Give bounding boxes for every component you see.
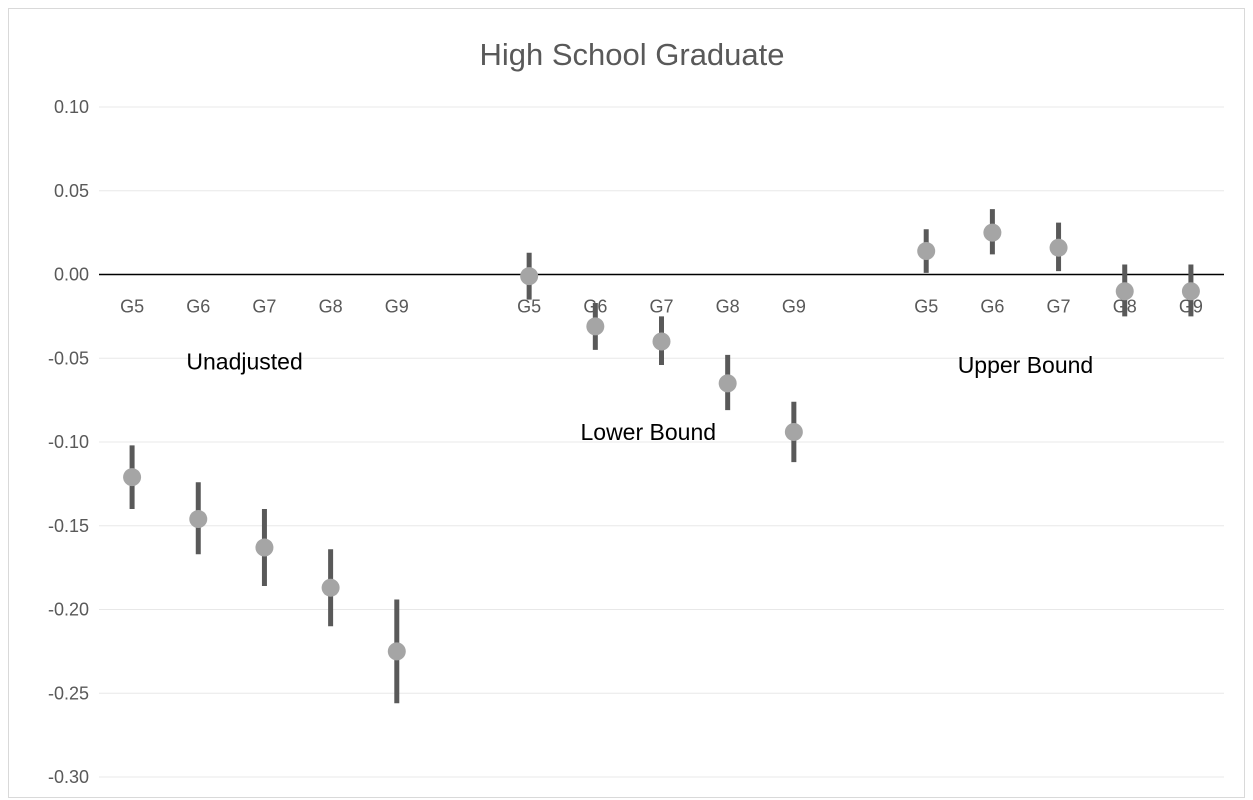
annotation-label: Unadjusted: [186, 349, 302, 375]
chart-frame: 0.10 0.05 0.00 -0.05 -0.10 -0.15 -0.20 -0.25 -0.…: [8, 8, 1245, 798]
data-point: [652, 332, 671, 351]
x-tick-label: G5: [120, 297, 144, 317]
data-points: [123, 223, 1200, 661]
y-tick-label: -0.25: [48, 683, 89, 703]
y-tick-label: -0.05: [48, 348, 89, 368]
data-point: [784, 422, 803, 441]
x-tick-label: G6: [980, 297, 1004, 317]
annotations: Unadjusted Lower Bound Upper Bound: [186, 349, 1093, 445]
x-tick-label: G5: [914, 297, 938, 317]
x-tick-label: G7: [1047, 297, 1071, 317]
chart-title: High School Graduate: [479, 37, 784, 72]
y-tick-label: -0.15: [48, 516, 89, 536]
data-point: [189, 510, 208, 529]
x-tick-label: G8: [319, 297, 343, 317]
x-tick-label: G7: [649, 297, 673, 317]
data-point: [917, 242, 936, 261]
data-point: [718, 374, 737, 393]
x-tick-label: G9: [385, 297, 409, 317]
data-point: [387, 642, 406, 661]
data-point: [321, 578, 340, 597]
y-tick-label: -0.10: [48, 432, 89, 452]
data-point: [1049, 238, 1068, 257]
chart-plot: 0.10 0.05 0.00 -0.05 -0.10 -0.15 -0.20 -0.25 -0.…: [48, 37, 1224, 787]
y-tick-label: 0.10: [54, 97, 89, 117]
data-point: [1115, 282, 1134, 301]
data-point: [586, 317, 605, 336]
x-tick-label: G5: [517, 297, 541, 317]
data-point: [123, 468, 142, 487]
y-tick-label: -0.30: [48, 767, 89, 787]
y-axis-ticks: 0.10 0.05 0.00 -0.05 -0.10 -0.15 -0.20 -0.25 -0.…: [48, 97, 89, 787]
y-tick-label: 0.00: [54, 265, 89, 285]
y-tick-label: 0.05: [54, 181, 89, 201]
data-point: [520, 267, 539, 286]
annotation-label: Lower Bound: [580, 419, 716, 445]
x-axis-ticks: G5G6G7G8G9G5G6G7G8G9G5G6G7G8G9: [120, 297, 1203, 317]
annotation-label: Upper Bound: [958, 352, 1094, 378]
x-tick-label: G9: [782, 297, 806, 317]
data-point: [983, 223, 1002, 242]
data-point: [1181, 282, 1200, 301]
error-bars: [129, 209, 1194, 704]
y-tick-label: -0.20: [48, 600, 89, 620]
data-point: [255, 538, 274, 557]
x-tick-label: G7: [252, 297, 276, 317]
x-tick-label: G8: [716, 297, 740, 317]
x-tick-label: G6: [186, 297, 210, 317]
